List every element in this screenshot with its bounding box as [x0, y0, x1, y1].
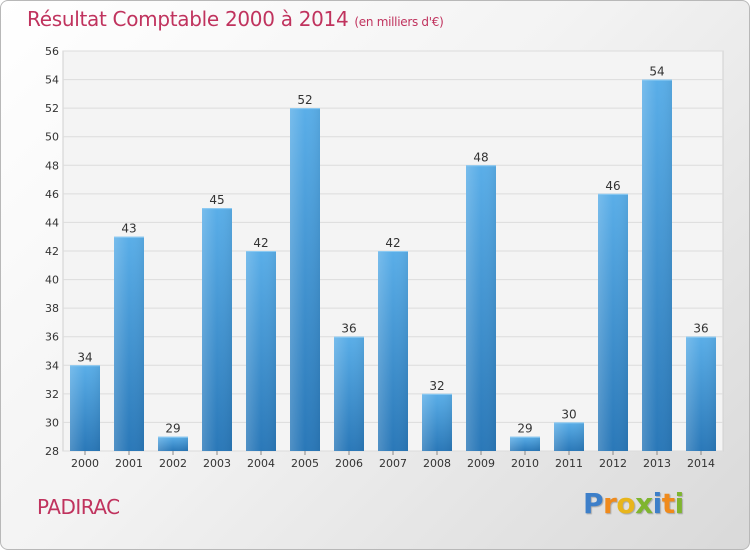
x-tick-label: 2005: [291, 457, 319, 470]
y-tick-label: 32: [45, 388, 59, 401]
value-label: 42: [253, 236, 268, 250]
x-tick-label: 2006: [335, 457, 363, 470]
bars: [70, 79, 716, 452]
y-tick-label: 50: [45, 131, 59, 144]
y-tick-label: 42: [45, 245, 59, 258]
y-axis: 28 30 32 34 36 38 40 42 44 46 48 50 52 54 56: [45, 45, 59, 458]
bar: [466, 165, 496, 452]
y-tick-label: 38: [45, 302, 59, 315]
value-label: 52: [297, 93, 312, 107]
bar: [70, 365, 100, 451]
bar-shade: [422, 393, 452, 451]
x-tick-label: 2012: [599, 457, 627, 470]
y-tick-label: 52: [45, 102, 59, 115]
y-tick-label: 36: [45, 331, 59, 344]
bar-shade: [554, 422, 584, 451]
bar-shade: [70, 365, 100, 451]
x-tick-label: 2000: [71, 457, 99, 470]
bar: [598, 193, 628, 451]
bar-shade: [334, 336, 364, 451]
y-tick-label: 28: [45, 445, 59, 458]
proxiti-logo: Proxiti: [583, 487, 684, 520]
value-label: 34: [77, 350, 92, 364]
value-label: 29: [517, 422, 532, 436]
value-labels: 34 43 29 45 42 52 36 42 32 48 29 30 46 54 36: [77, 65, 708, 436]
y-tick-label: 40: [45, 274, 59, 287]
bar: [158, 436, 188, 451]
bar-shade: [114, 236, 144, 451]
y-tick-label: 54: [45, 74, 59, 87]
x-tick-label: 2014: [687, 457, 715, 470]
bar-shade: [642, 79, 672, 452]
value-label: 29: [165, 422, 180, 436]
y-tick-label: 34: [45, 359, 59, 372]
bar-shade: [290, 108, 320, 452]
x-tick-label: 2003: [203, 457, 231, 470]
x-tick-label: 2008: [423, 457, 451, 470]
bar: [114, 236, 144, 451]
value-label: 30: [561, 407, 576, 421]
x-axis: 2000 2001 2002 2003 2004 2005 2006 2007 2008 2009…: [71, 451, 715, 470]
value-label: 48: [473, 150, 488, 164]
bar-shade: [202, 208, 232, 451]
commune-name: PADIRAC: [37, 495, 120, 519]
x-tick-label: 2004: [247, 457, 275, 470]
bar-shade: [598, 193, 628, 451]
bar: [334, 336, 364, 451]
value-label: 36: [693, 322, 708, 336]
y-tick-label: 44: [45, 216, 59, 229]
x-tick-label: 2001: [115, 457, 143, 470]
x-tick-label: 2002: [159, 457, 187, 470]
bar: [686, 336, 716, 451]
y-tick-label: 46: [45, 188, 59, 201]
chart-title: Résultat Comptable 2000 à 2014 (en millie…: [27, 7, 444, 31]
value-label: 45: [209, 193, 224, 207]
bar: [290, 108, 320, 452]
value-label: 42: [385, 236, 400, 250]
x-tick-label: 2010: [511, 457, 539, 470]
bar: [246, 251, 276, 451]
bar: [422, 393, 452, 451]
bar-shade: [510, 436, 540, 451]
bar-shade: [686, 336, 716, 451]
y-tick-label: 56: [45, 45, 59, 58]
value-label: 43: [121, 222, 136, 236]
x-tick-label: 2011: [555, 457, 583, 470]
value-label: 46: [605, 179, 620, 193]
x-tick-label: 2013: [643, 457, 671, 470]
x-tick-label: 2009: [467, 457, 495, 470]
x-tick-label: 2007: [379, 457, 407, 470]
y-tick-label: 48: [45, 159, 59, 172]
chart-subtitle: (en milliers d'€): [354, 15, 444, 29]
bar: [554, 422, 584, 451]
chart-title-text: Résultat Comptable 2000 à 2014: [27, 7, 349, 31]
bar: [642, 79, 672, 452]
y-tick-label: 30: [45, 416, 59, 429]
bar-shade: [378, 251, 408, 451]
value-label: 54: [649, 65, 664, 79]
bar-shade: [158, 436, 188, 451]
value-label: 32: [429, 379, 444, 393]
bar: [378, 251, 408, 451]
bar-shade: [246, 251, 276, 451]
bar: [202, 208, 232, 451]
value-label: 36: [341, 322, 356, 336]
bar: [510, 436, 540, 451]
bar-shade: [466, 165, 496, 452]
